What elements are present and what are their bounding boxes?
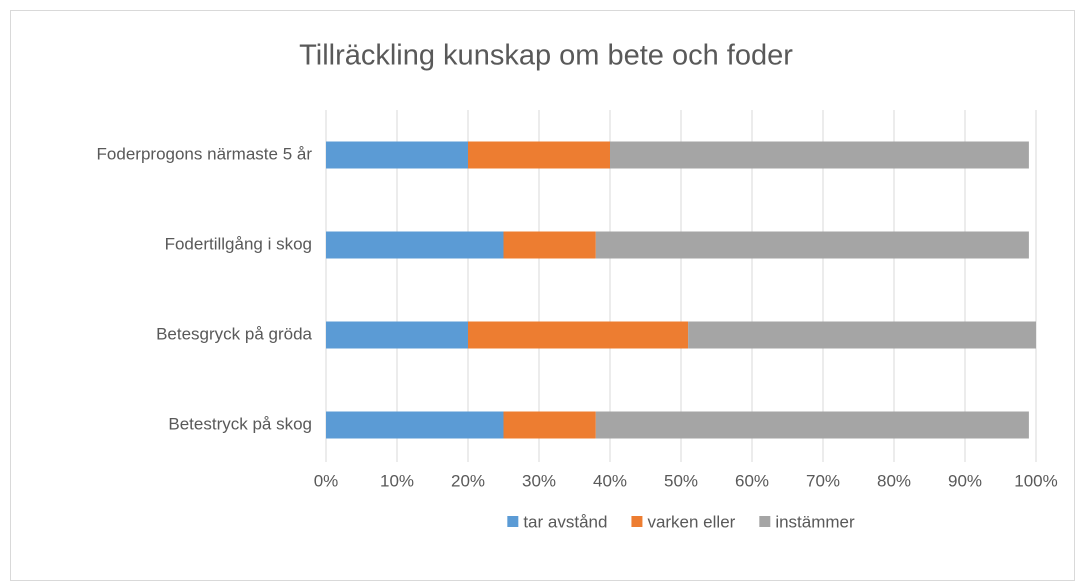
chart-frame (10, 10, 1075, 581)
x-tick-label: 60% (735, 471, 769, 490)
bar-segment (503, 231, 596, 259)
x-tick-label: 70% (806, 471, 840, 490)
bar-segment (610, 141, 1029, 169)
bar-segment (468, 321, 689, 349)
x-tick-label: 20% (451, 471, 485, 490)
bar-segment (595, 231, 1029, 259)
legend-label: instämmer (775, 512, 855, 531)
x-tick-label: 40% (593, 471, 627, 490)
x-tick-label: 90% (948, 471, 982, 490)
y-tick-label: Betesgryck på gröda (156, 324, 312, 343)
bar-segment (595, 411, 1029, 439)
x-tick-label: 80% (877, 471, 911, 490)
bar-segment (326, 321, 468, 349)
legend-swatch (631, 516, 643, 527)
x-tick-label: 0% (314, 471, 339, 490)
x-tick-label: 30% (522, 471, 556, 490)
legend-swatch (759, 516, 771, 527)
x-tick-label: 100% (1014, 471, 1057, 490)
y-tick-label: Betestryck på skog (168, 414, 312, 433)
legend-label: varken eller (647, 512, 735, 531)
legend-swatch (507, 516, 519, 527)
y-tick-label: Foderprogons närmaste 5 år (97, 144, 313, 163)
y-tick-label: Fodertillgång i skog (165, 234, 312, 253)
x-tick-label: 10% (380, 471, 414, 490)
legend-label: tar avstånd (523, 512, 607, 531)
chart-title: Tillräckling kunskap om bete och foder (299, 40, 793, 72)
bar-segment (503, 411, 596, 439)
bar-segment (468, 141, 610, 169)
x-tick-label: 50% (664, 471, 698, 490)
bar-segment (326, 231, 504, 259)
bar-segment (326, 141, 468, 169)
bar-segment (326, 411, 504, 439)
bar-segment (688, 321, 1036, 349)
